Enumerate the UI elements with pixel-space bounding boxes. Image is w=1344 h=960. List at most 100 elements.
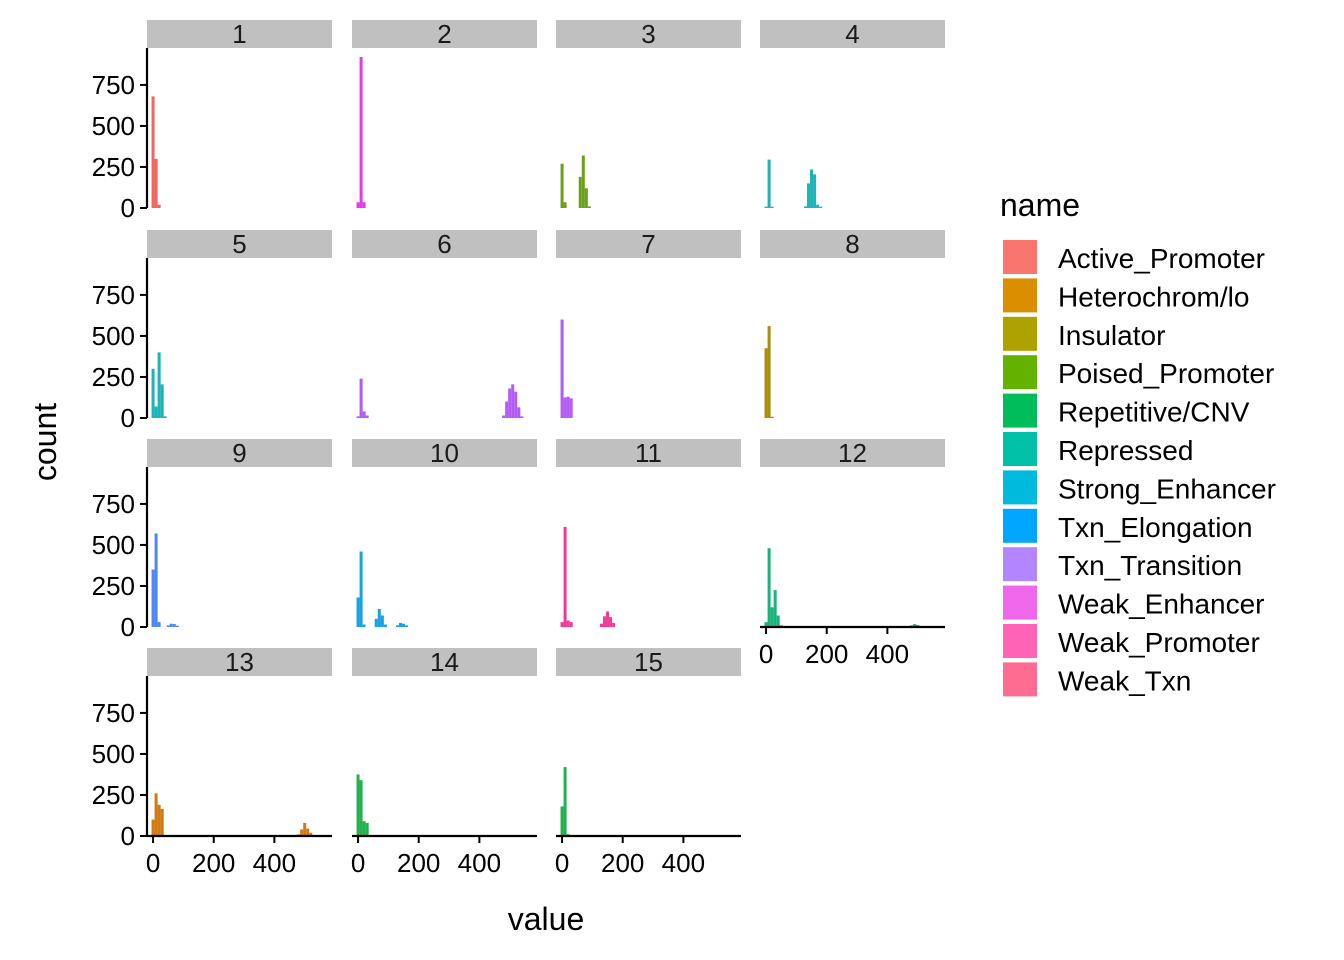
histogram-bar	[383, 624, 387, 627]
histogram-bar	[300, 829, 304, 836]
facet-strip	[760, 230, 945, 258]
legend-item: Repressed	[1003, 432, 1193, 466]
legend-item: Repetitive/CNV	[1003, 393, 1250, 428]
facet-panel-8: 8	[760, 229, 945, 418]
histogram-bar	[160, 808, 164, 836]
facet-strip-label: 5	[232, 229, 246, 259]
y-tick-label: 500	[92, 111, 135, 141]
legend-items: Active_Promoter Heterochrom/lo Insulator Po…	[1003, 240, 1276, 697]
histogram-bar	[767, 159, 771, 208]
legend-swatch	[1003, 393, 1037, 428]
histogram-bar	[154, 406, 158, 418]
facet-strip	[147, 230, 332, 258]
y-tick-label: 750	[92, 70, 135, 100]
y-tick-label: 250	[92, 152, 135, 182]
y-tick-label: 0	[121, 821, 135, 851]
histogram-bar	[309, 832, 313, 836]
facet-strip-label: 15	[634, 647, 663, 677]
histogram-bar	[502, 415, 506, 418]
histogram-bar	[356, 416, 360, 418]
histogram-bar	[581, 155, 585, 208]
histogram-bar	[560, 806, 564, 836]
legend-swatch	[1003, 355, 1037, 390]
facet-panel-1: 1 0 250 500 750	[92, 19, 332, 223]
histogram-bar	[764, 348, 768, 418]
facet-strip-label: 3	[641, 19, 655, 49]
histogram-bar	[508, 388, 512, 418]
y-tick-label: 500	[92, 739, 135, 769]
y-tick-label: 0	[121, 403, 135, 433]
histogram-bar	[395, 625, 400, 627]
histogram-bar	[374, 618, 378, 627]
histogram-bar	[569, 622, 573, 627]
y-tick-label: 0	[121, 612, 135, 642]
facet-panel-11: 11	[556, 438, 741, 627]
histogram-bar	[569, 398, 573, 418]
histogram-bar	[303, 822, 307, 836]
facet-strip	[352, 648, 537, 676]
legend-swatch	[1003, 624, 1037, 658]
legend-label: Poised_Promoter	[1058, 358, 1274, 389]
facet-panel-14: 14 0 200 400	[351, 647, 537, 878]
facet-strip-label: 4	[845, 19, 859, 49]
facet-strip	[556, 439, 741, 467]
y-tick-label: 750	[92, 489, 135, 519]
facet-panel-4: 4	[760, 19, 945, 208]
legend-swatch	[1003, 470, 1037, 505]
histogram-bar	[157, 204, 161, 208]
legend-label: Active_Promoter	[1058, 243, 1265, 274]
y-tick-label: 250	[92, 362, 135, 392]
histogram-bar	[169, 623, 173, 627]
legend-label: Strong_Enhancer	[1058, 473, 1276, 504]
legend-swatch	[1003, 278, 1037, 313]
facet-strip	[760, 20, 945, 48]
legend-title: name	[1000, 187, 1080, 223]
histogram-bar	[154, 793, 158, 836]
facet-panel-7: 7	[556, 229, 741, 418]
histogram-bar	[770, 416, 774, 418]
histogram-bar	[913, 624, 917, 627]
histogram-bar	[566, 620, 570, 627]
legend-swatch	[1003, 585, 1037, 620]
facet-strip	[352, 439, 537, 467]
histogram-bar	[157, 622, 161, 627]
legend: name Active_Promoter Heterochrom/lo Insula…	[1000, 187, 1276, 697]
histogram-bar	[151, 96, 155, 208]
y-axis-title: count	[27, 403, 63, 481]
x-tick-label: 400	[866, 639, 909, 669]
histogram-bar	[517, 407, 521, 418]
x-tick-label: 400	[662, 848, 705, 878]
histogram-bar	[151, 368, 155, 418]
facet-strip	[556, 230, 741, 258]
histogram-bar	[163, 416, 167, 418]
histogram-bar	[803, 206, 808, 208]
histogram-bar	[563, 397, 567, 418]
legend-swatch	[1003, 547, 1037, 582]
legend-label: Weak_Enhancer	[1058, 589, 1265, 620]
histogram-bar	[584, 188, 588, 208]
histogram-bar	[767, 326, 771, 418]
histogram-bar	[810, 169, 814, 208]
x-tick-label: 0	[759, 639, 773, 669]
facet-strip	[556, 20, 741, 48]
legend-item: Heterochrom/lo	[1003, 278, 1249, 313]
legend-swatch	[1003, 316, 1037, 351]
y-tick-label: 750	[92, 698, 135, 728]
histogram-bar	[587, 206, 591, 208]
histogram-bar	[356, 774, 360, 836]
x-tick-label: 400	[253, 848, 296, 878]
histogram-bar	[399, 622, 403, 627]
facet-panel-10: 10	[352, 438, 537, 627]
legend-swatch	[1003, 240, 1037, 274]
histogram-bar	[560, 163, 564, 208]
x-tick-label: 200	[601, 848, 644, 878]
histogram-bar	[154, 158, 158, 208]
facet-strip-label: 9	[232, 438, 246, 468]
y-tick-label: 500	[92, 530, 135, 560]
facet-strip	[147, 20, 332, 48]
histogram-bar	[770, 206, 774, 208]
histogram-bar	[776, 615, 780, 627]
legend-item: Txn_Transition	[1003, 547, 1242, 582]
facet-panel-6: 6	[352, 229, 537, 418]
